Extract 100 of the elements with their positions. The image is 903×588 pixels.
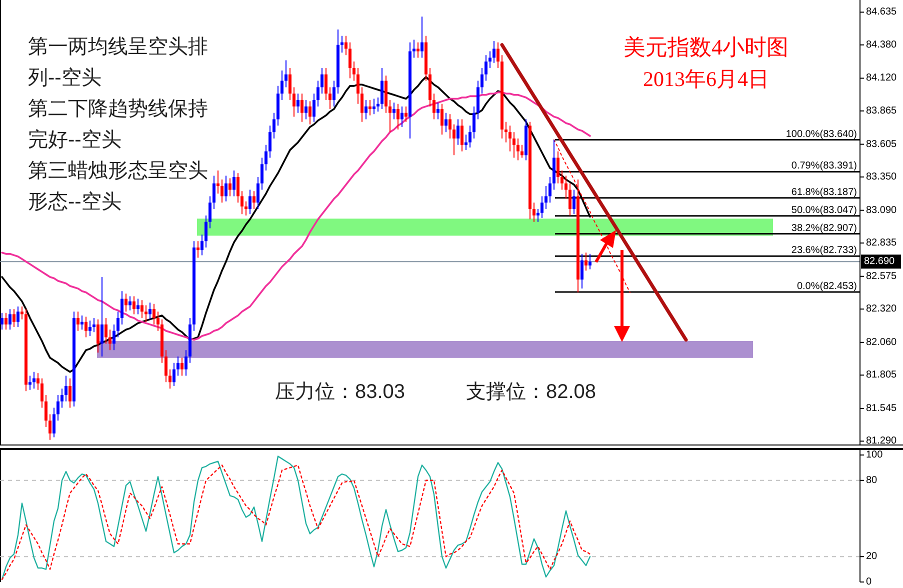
candlestick	[128, 296, 132, 311]
candlestick	[472, 106, 476, 139]
y-tick-label: 84.635	[866, 6, 898, 18]
candlestick	[48, 414, 52, 440]
candlestick	[172, 362, 176, 387]
candlestick	[540, 196, 544, 219]
candlestick	[224, 175, 228, 202]
candlestick	[168, 368, 172, 390]
candlestick	[504, 121, 508, 143]
y-tick-label: 80	[866, 474, 878, 486]
candlestick	[104, 318, 108, 344]
candlestick	[512, 132, 516, 158]
y-tick-label: 81.290	[866, 436, 898, 447]
line-series	[1, 91, 591, 341]
candlestick	[256, 176, 260, 210]
candlestick	[344, 35, 348, 56]
annotation: 完好--空头	[28, 128, 122, 151]
candlestick	[484, 54, 488, 82]
ref-line-label: 50.0%(83.047)	[791, 204, 857, 216]
candlestick	[196, 240, 200, 258]
candlestick	[568, 182, 572, 216]
candlestick	[68, 378, 72, 408]
annotation: 第三蜡烛形态呈空头	[28, 160, 208, 182]
candlestick	[588, 253, 592, 270]
candlestick	[324, 67, 328, 101]
candlestick	[380, 67, 384, 110]
candlestick	[124, 293, 128, 312]
candlestick	[64, 375, 68, 402]
candlestick	[404, 106, 408, 122]
candlestick	[288, 67, 292, 101]
ref-line-label: 0.79%(83.391)	[791, 160, 857, 172]
candlestick	[292, 86, 296, 118]
candlestick	[272, 112, 276, 139]
candlestick	[28, 375, 32, 390]
candlestick	[372, 98, 376, 115]
line-series	[554, 139, 630, 293]
candlestick	[12, 308, 16, 328]
candlestick	[584, 252, 588, 272]
candlestick	[328, 86, 332, 110]
candlestick	[4, 312, 8, 330]
candlestick	[572, 189, 576, 215]
candlestick	[488, 50, 492, 68]
ref-line-label: 23.6%(82.733)	[791, 245, 857, 256]
candlestick	[184, 350, 188, 376]
annotation: 形态--空头	[28, 191, 122, 213]
candlestick	[368, 100, 372, 116]
candlestick	[232, 170, 236, 197]
candlestick	[88, 320, 92, 336]
candlestick	[84, 316, 88, 338]
candlestick	[92, 318, 96, 333]
candlestick	[492, 40, 496, 64]
candlestick	[508, 125, 512, 152]
candlestick	[304, 100, 308, 120]
y-tick-label: 0	[866, 576, 872, 588]
candlestick	[316, 80, 320, 107]
candlestick	[516, 138, 520, 161]
candlestick	[440, 103, 444, 136]
candlestick	[560, 170, 564, 190]
candlestick	[396, 103, 400, 130]
y-tick-label: 84.380	[866, 39, 898, 50]
y-tick-label: 81.805	[866, 370, 898, 381]
annotation: 列--空头	[28, 67, 102, 89]
candlestick	[8, 308, 12, 330]
candlestick	[44, 394, 48, 428]
candlestick	[120, 290, 124, 325]
candlestick	[364, 100, 368, 120]
candlestick	[228, 178, 232, 197]
candlestick	[340, 35, 344, 54]
candlestick	[180, 357, 184, 376]
candlestick	[300, 93, 304, 122]
candlestick	[144, 304, 148, 322]
text: 2013年6月4日	[643, 67, 769, 91]
candlestick	[212, 175, 216, 210]
candlestick	[564, 175, 568, 200]
candlestick	[252, 190, 256, 210]
candlestick	[532, 202, 536, 222]
candlestick	[468, 125, 472, 148]
candlestick	[452, 124, 456, 156]
candlestick	[56, 394, 60, 422]
candlestick	[240, 190, 244, 215]
candlestick	[352, 61, 356, 82]
y-tick-label: 83.865	[866, 105, 898, 116]
y-tick-label: 83.350	[866, 171, 898, 182]
candlestick	[16, 306, 20, 328]
candlestick	[32, 371, 36, 390]
annotation: 支撑位：82.08	[466, 381, 596, 403]
candlestick	[320, 67, 324, 94]
candlestick	[100, 276, 104, 358]
candlestick	[116, 311, 120, 338]
candlestick	[96, 318, 100, 354]
candlestick	[148, 302, 152, 320]
candlestick	[164, 350, 168, 383]
candlestick	[420, 16, 424, 58]
candlestick	[520, 144, 524, 158]
candlestick	[464, 134, 468, 151]
candlestick	[312, 93, 316, 122]
candlestick	[308, 100, 312, 125]
candlestick	[448, 114, 452, 139]
candlestick	[216, 170, 220, 194]
candlestick	[548, 176, 552, 204]
